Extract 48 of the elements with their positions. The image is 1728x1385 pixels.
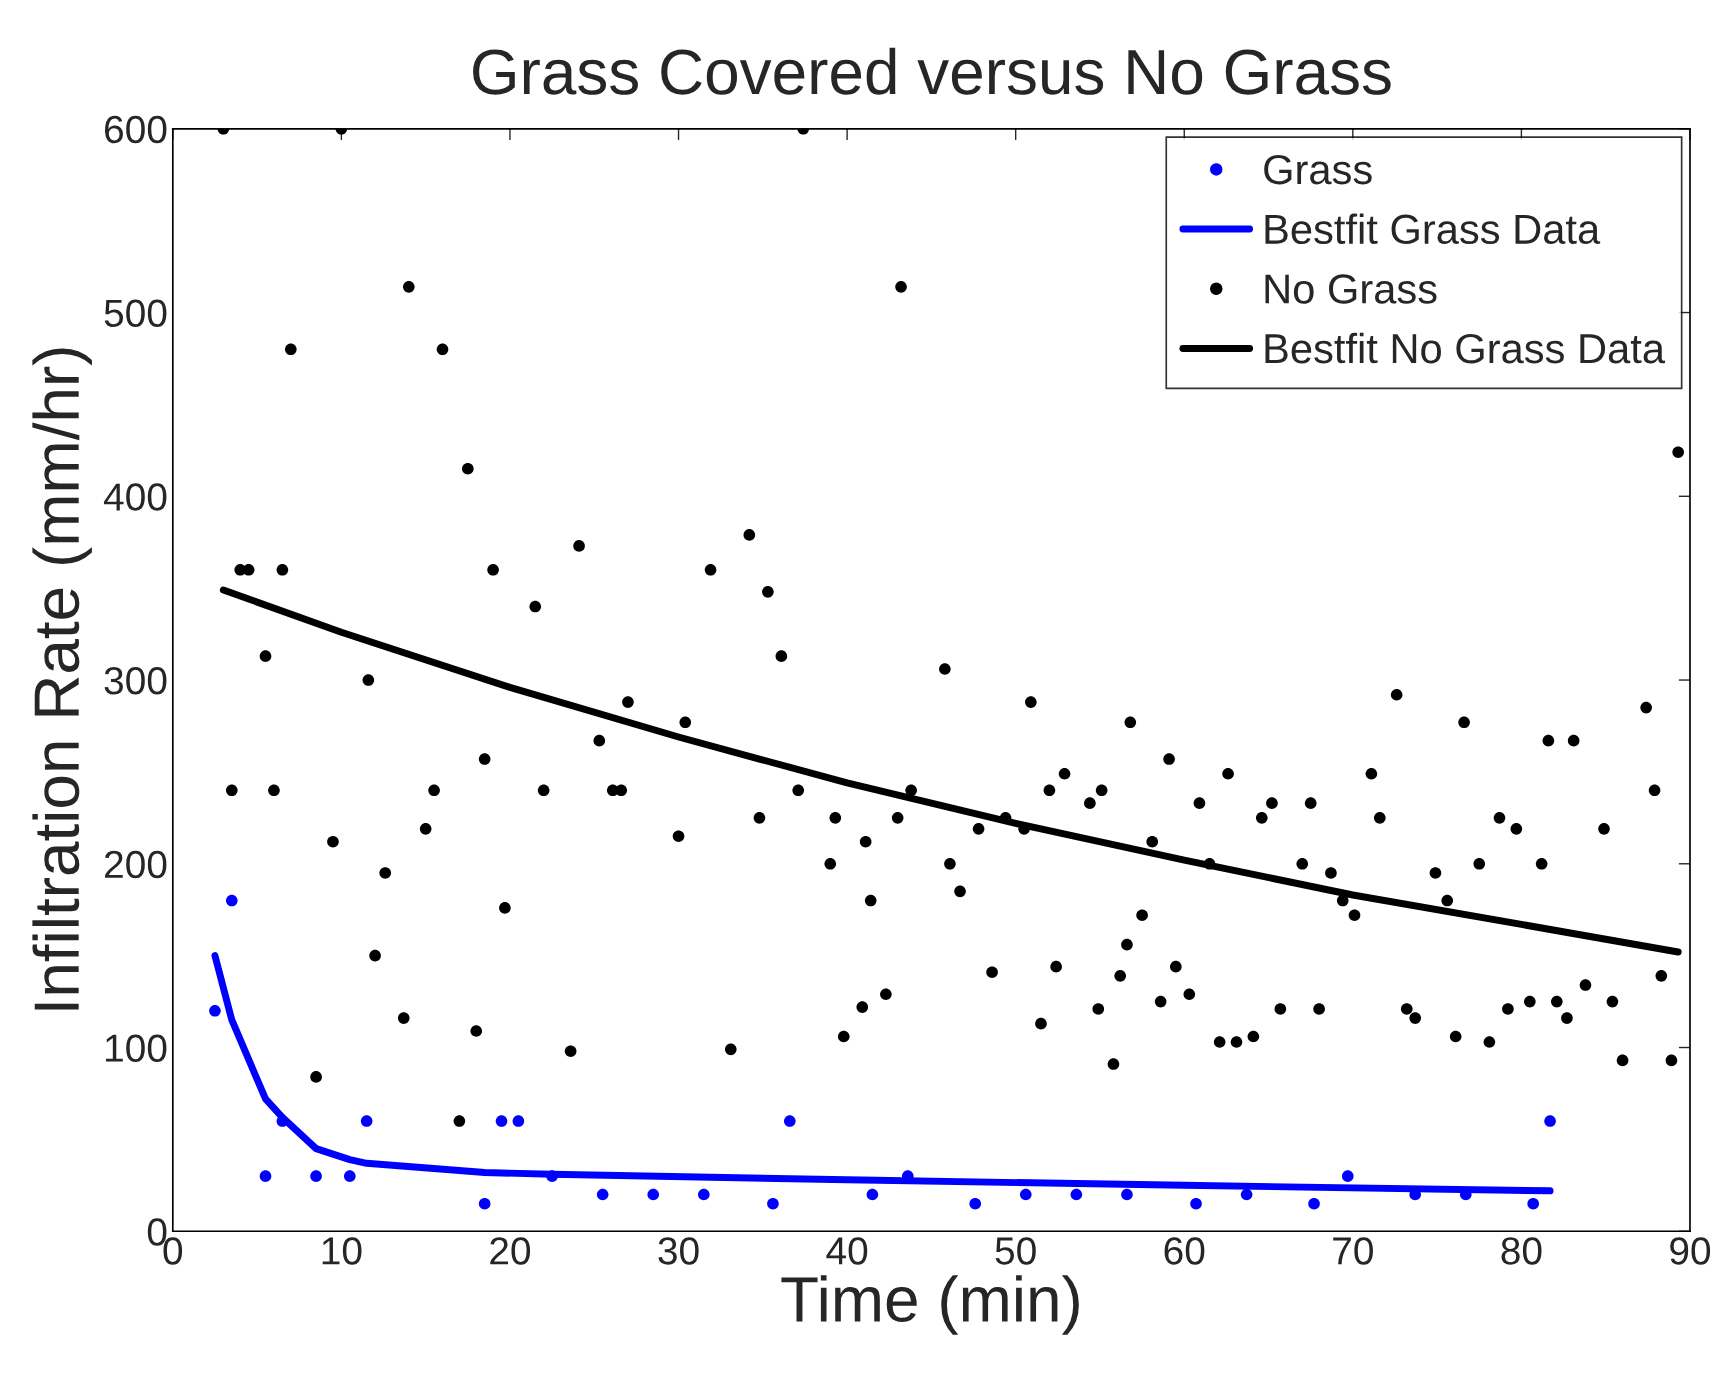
legend-label: Grass — [1264, 154, 1372, 185]
x-axis-title: Time (min) — [781, 1275, 1079, 1335]
point — [495, 1115, 508, 1127]
legend-label: Bestfit Grass Data — [1265, 213, 1601, 245]
point — [969, 1197, 982, 1210]
point — [596, 1188, 609, 1201]
point — [209, 1004, 221, 1017]
point — [1240, 1188, 1253, 1201]
legend-label: No Grass — [1265, 274, 1437, 304]
point — [478, 1197, 491, 1210]
point — [259, 1170, 272, 1182]
x-tick-label: 30 — [658, 1237, 699, 1265]
point — [1070, 1188, 1083, 1201]
y-tick-label: 600 — [105, 115, 167, 144]
y-tick-label: 100 — [106, 1034, 167, 1062]
point — [698, 1188, 710, 1201]
y-axis-title: Infiltration Rate (mm/hr) — [32, 348, 92, 1010]
point — [1190, 1197, 1202, 1210]
point — [1527, 1197, 1540, 1210]
point — [225, 894, 238, 907]
point — [1544, 1115, 1556, 1127]
x-tick-label: 40 — [826, 1237, 868, 1265]
point — [767, 1197, 779, 1210]
x-tick-label: 90 — [1670, 1237, 1711, 1265]
point — [866, 1188, 879, 1201]
x-tick-label: 50 — [995, 1237, 1036, 1265]
legend-label: Bestfit No Grass Data — [1265, 332, 1665, 364]
x-tick-label: 70 — [1333, 1237, 1373, 1265]
y-tick-label: 400 — [103, 483, 167, 511]
point — [512, 1115, 525, 1127]
point — [1019, 1188, 1032, 1201]
x-tick-label: 60 — [1164, 1237, 1205, 1265]
y-tick-label: 300 — [104, 666, 167, 695]
point — [546, 1170, 558, 1182]
point — [310, 1170, 322, 1182]
chart-title: Grass Covered versus No Grass — [473, 47, 1391, 95]
point — [647, 1188, 660, 1201]
x-tick-label: 20 — [490, 1237, 531, 1265]
point — [1308, 1197, 1320, 1210]
point — [1341, 1170, 1354, 1182]
point — [1121, 1188, 1133, 1201]
point — [360, 1115, 373, 1127]
y-tick-label: 200 — [105, 850, 167, 879]
point — [783, 1115, 796, 1127]
y-tick-label: 500 — [104, 299, 167, 328]
point — [343, 1170, 356, 1182]
x-tick-label: 80 — [1501, 1237, 1542, 1265]
x-tick-label: 10 — [322, 1237, 362, 1265]
